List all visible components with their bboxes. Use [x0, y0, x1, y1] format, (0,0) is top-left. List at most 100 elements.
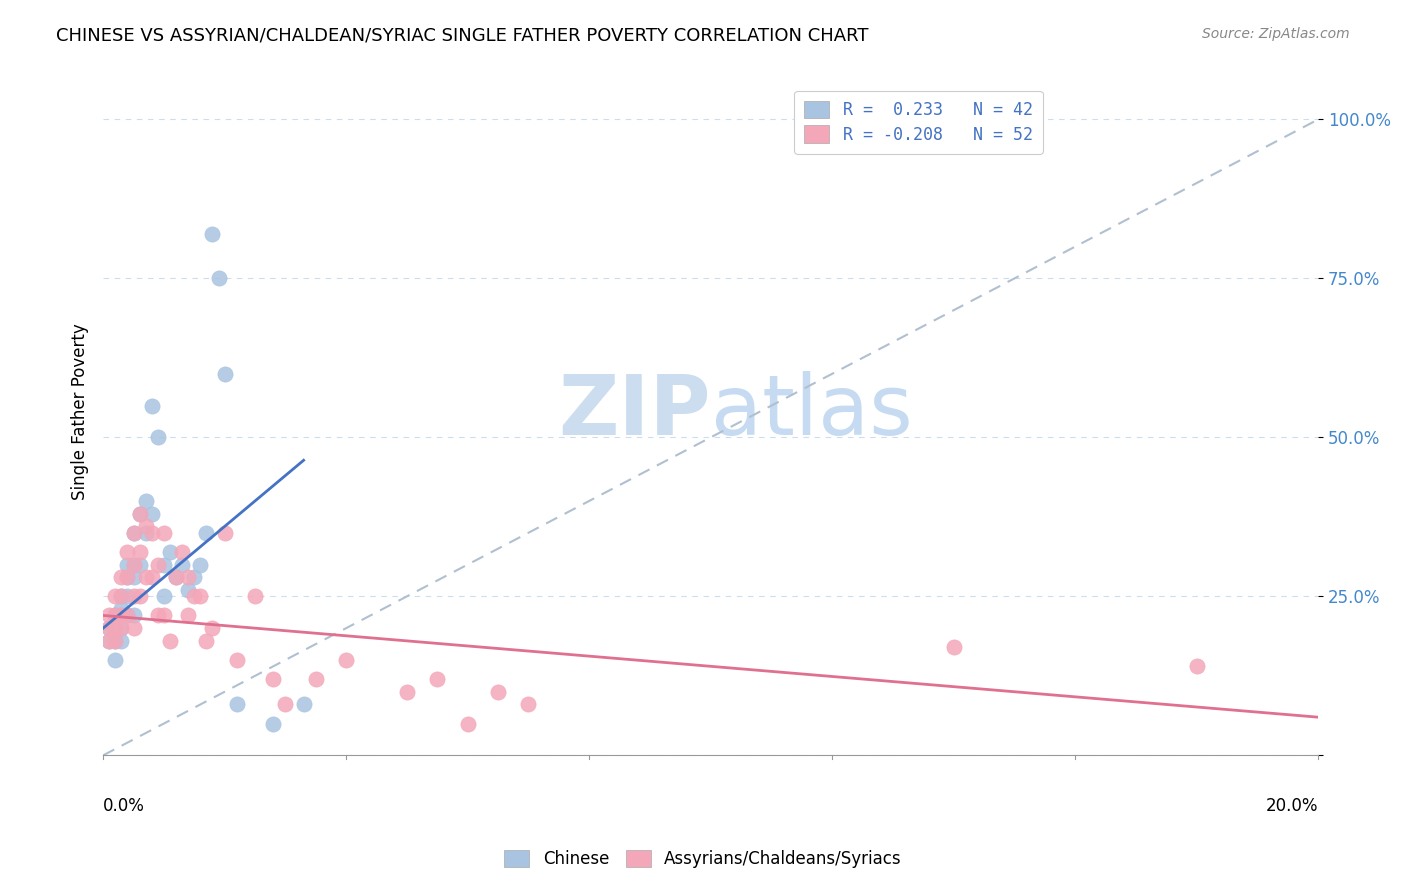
Point: [98, 633, 121, 648]
Point: [188, 590, 211, 604]
Point: [292, 698, 315, 712]
Point: [104, 608, 127, 623]
Point: [146, 608, 169, 623]
Point: [1185, 659, 1208, 673]
Point: [517, 698, 540, 712]
Point: [104, 633, 127, 648]
Point: [177, 608, 200, 623]
Point: [172, 558, 194, 572]
Point: [153, 590, 176, 604]
Point: [128, 590, 150, 604]
Point: [104, 653, 127, 667]
Text: 20.0%: 20.0%: [1265, 797, 1319, 814]
Point: [110, 590, 132, 604]
Text: 0.0%: 0.0%: [103, 797, 145, 814]
Point: [128, 507, 150, 521]
Point: [172, 545, 194, 559]
Point: [122, 570, 145, 584]
Point: [110, 633, 132, 648]
Point: [201, 227, 224, 241]
Point: [122, 525, 145, 540]
Point: [153, 608, 176, 623]
Point: [110, 590, 132, 604]
Point: [188, 558, 211, 572]
Text: atlas: atlas: [710, 371, 912, 452]
Point: [201, 621, 224, 635]
Point: [117, 545, 139, 559]
Point: [183, 570, 205, 584]
Point: [110, 621, 132, 635]
Point: [165, 570, 187, 584]
Point: [122, 621, 145, 635]
Point: [942, 640, 965, 655]
Text: Source: ZipAtlas.com: Source: ZipAtlas.com: [1202, 27, 1350, 41]
Point: [207, 271, 229, 285]
Point: [195, 525, 218, 540]
Point: [262, 672, 284, 686]
Point: [486, 685, 509, 699]
Point: [195, 633, 218, 648]
Point: [225, 698, 247, 712]
Point: [141, 507, 163, 521]
Point: [335, 653, 357, 667]
Point: [146, 430, 169, 444]
Legend: Chinese, Assyrians/Chaldeans/Syriacs: Chinese, Assyrians/Chaldeans/Syriacs: [498, 843, 908, 875]
Point: [117, 590, 139, 604]
Point: [110, 608, 132, 623]
Point: [457, 716, 479, 731]
Point: [135, 494, 157, 508]
Point: [117, 558, 139, 572]
Point: [104, 608, 127, 623]
Point: [225, 653, 247, 667]
Point: [135, 525, 157, 540]
Point: [110, 602, 132, 616]
Point: [262, 716, 284, 731]
Point: [128, 545, 150, 559]
Point: [104, 633, 127, 648]
Point: [214, 367, 236, 381]
Point: [243, 590, 266, 604]
Point: [98, 608, 121, 623]
Point: [183, 590, 205, 604]
Point: [128, 558, 150, 572]
Point: [159, 545, 181, 559]
Point: [177, 582, 200, 597]
Point: [159, 633, 181, 648]
Point: [153, 525, 176, 540]
Point: [128, 507, 150, 521]
Point: [395, 685, 418, 699]
Point: [104, 590, 127, 604]
Point: [141, 525, 163, 540]
Point: [122, 608, 145, 623]
Point: [98, 621, 121, 635]
Point: [117, 570, 139, 584]
Y-axis label: Single Father Poverty: Single Father Poverty: [72, 324, 89, 500]
Point: [141, 570, 163, 584]
Point: [135, 519, 157, 533]
Point: [141, 399, 163, 413]
Point: [122, 558, 145, 572]
Point: [110, 608, 132, 623]
Point: [98, 621, 121, 635]
Point: [98, 633, 121, 648]
Point: [122, 558, 145, 572]
Point: [117, 570, 139, 584]
Point: [426, 672, 449, 686]
Point: [135, 570, 157, 584]
Point: [177, 570, 200, 584]
Point: [122, 525, 145, 540]
Point: [110, 621, 132, 635]
Point: [305, 672, 328, 686]
Text: ZIP: ZIP: [558, 371, 710, 452]
Point: [104, 621, 127, 635]
Point: [153, 558, 176, 572]
Point: [122, 590, 145, 604]
Point: [104, 608, 127, 623]
Point: [274, 698, 297, 712]
Point: [117, 608, 139, 623]
Point: [214, 525, 236, 540]
Point: [104, 621, 127, 635]
Text: CHINESE VS ASSYRIAN/CHALDEAN/SYRIAC SINGLE FATHER POVERTY CORRELATION CHART: CHINESE VS ASSYRIAN/CHALDEAN/SYRIAC SING…: [56, 27, 869, 45]
Point: [146, 558, 169, 572]
Point: [110, 570, 132, 584]
